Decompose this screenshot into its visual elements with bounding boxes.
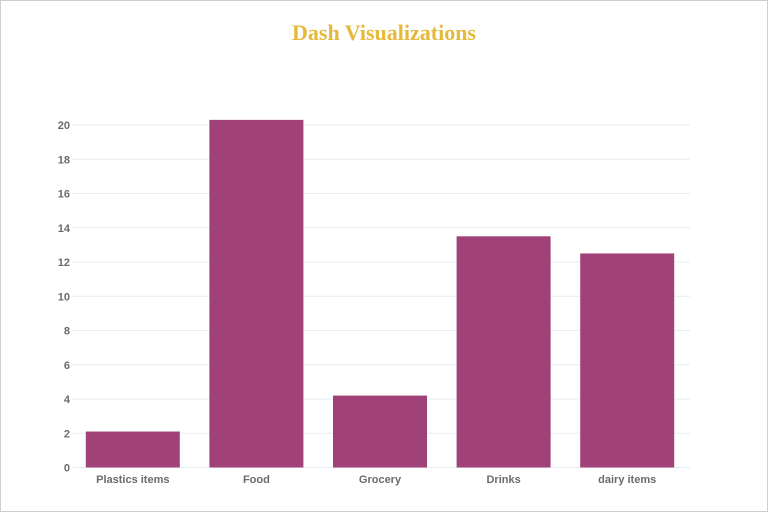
y-tick-label: 8 — [64, 326, 70, 338]
y-tick-label: 12 — [58, 257, 70, 269]
x-tick-label: Drinks — [486, 474, 520, 486]
x-tick-label: Food — [243, 474, 270, 486]
y-tick-label: 18 — [58, 154, 70, 166]
bar-food — [209, 119, 304, 468]
bar-drinks — [456, 236, 551, 468]
x-tick-label: Grocery — [359, 474, 402, 486]
bar-plastics-items — [85, 431, 180, 468]
y-tick-label: 2 — [64, 428, 70, 440]
y-tick-label: 10 — [58, 291, 70, 303]
bar-dairy-items — [580, 253, 675, 468]
y-tick-label: 14 — [58, 223, 71, 235]
y-tick-label: 6 — [64, 360, 70, 372]
y-tick-label: 4 — [64, 394, 71, 406]
y-tick-label: 16 — [58, 189, 70, 201]
bar-grocery — [333, 395, 427, 468]
y-tick-label: 0 — [64, 463, 70, 475]
x-tick-label: Plastics items — [96, 474, 169, 486]
chart-title: Dash Visualizations — [292, 20, 476, 45]
x-tick-label: dairy items — [598, 474, 656, 486]
y-tick-label: 20 — [58, 120, 70, 132]
